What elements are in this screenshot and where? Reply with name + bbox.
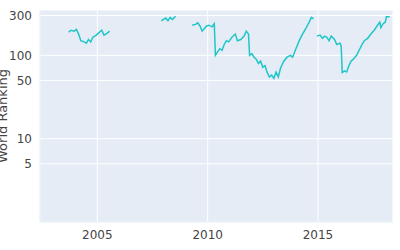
svg-text:100: 100 [9, 49, 32, 63]
svg-text:2010: 2010 [192, 228, 223, 242]
svg-text:10: 10 [17, 132, 32, 146]
svg-text:5: 5 [24, 157, 32, 171]
svg-text:World Ranking: World Ranking [8, 69, 10, 163]
svg-text:50: 50 [17, 74, 32, 88]
svg-text:2015: 2015 [303, 228, 334, 242]
svg-text:300: 300 [9, 9, 32, 23]
svg-text:2005: 2005 [82, 228, 113, 242]
